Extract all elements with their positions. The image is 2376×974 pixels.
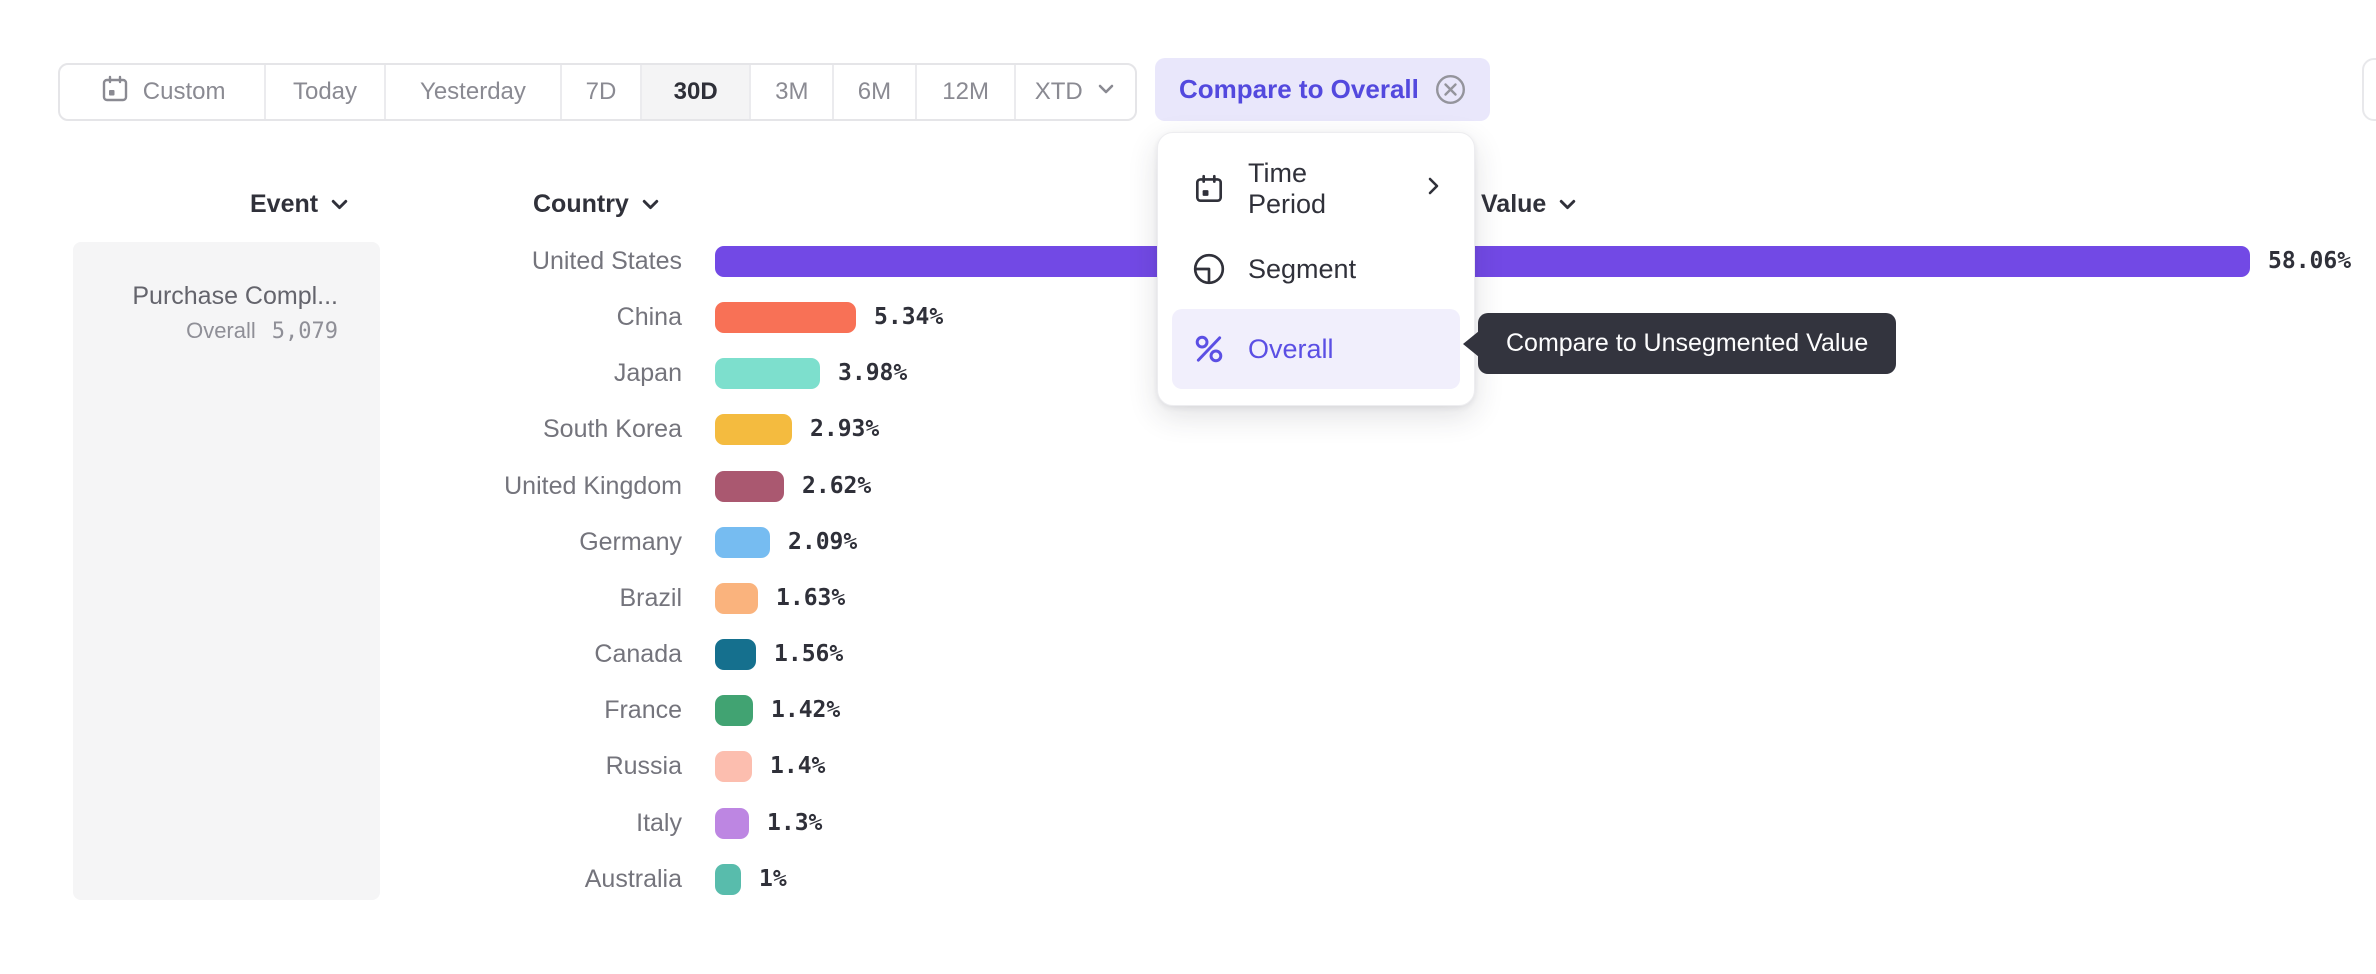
percent-icon [1192,332,1226,366]
bar-russia[interactable] [715,751,752,783]
country-label: United States [531,247,682,275]
country-label: Italy [636,808,682,837]
chart-row: France 1.42% [0,695,2376,727]
menu-item-label: Segment [1248,253,1357,284]
tooltip: Compare to Unsegmented Value [1478,313,1897,374]
menu-item-label: Time Period [1248,158,1327,219]
menu-item-overall[interactable]: Overall [1172,309,1460,389]
toolbar-range-button-yesterday[interactable]: Yesterday [386,65,563,119]
compare-dropdown-menu: Time Period Segment Overall [1157,132,1475,406]
column-header-event[interactable]: Event [250,190,351,219]
bar-australia[interactable] [715,863,741,895]
bar-value-label: 1.4% [770,753,826,780]
chart-row: Australia 1% [0,863,2376,895]
column-header-value[interactable]: Value [1481,190,1579,219]
toolbar-range-label: Custom [142,78,226,105]
bar-south-korea[interactable] [715,414,792,446]
bar-brazil[interactable] [715,582,758,614]
country-label: Germany [579,527,682,556]
toolbar-range-button-today[interactable]: Today [266,65,386,119]
chart-row: Germany 2.09% [0,526,2376,558]
chart-row: Japan 3.98% [0,358,2376,390]
toolbar-range-label: Today [292,78,358,105]
bar-value-label: 3.98% [838,360,908,387]
country-column-label: Country [533,190,629,218]
toolbar-range-label: 3M [775,78,809,105]
chart-row: Russia 1.4% [0,751,2376,783]
chevron-down-icon [1560,199,1576,210]
chart-row: Brazil 1.63% [0,582,2376,614]
bar-value-label: 5.34% [874,304,944,331]
bar-value-label: 1% [759,865,787,892]
toolbar-range-button-7d[interactable]: 7D [562,65,642,119]
toolbar-range-button-30d[interactable]: 30D [641,65,752,119]
toolbar-range-label: 6M [857,78,892,105]
bar-value-label: 1.3% [767,809,823,836]
overall-value: 5,079 [271,319,338,344]
chart-row: United States 58.06% [0,246,2376,277]
value-column-label: Value [1481,190,1547,218]
country-label: Australia [584,864,682,893]
chart-row: China 5.34% [0,302,2376,334]
toolbar-range-button-12m[interactable]: 12M [917,65,1017,119]
toolbar-range-button-6m[interactable]: 6M [834,65,917,119]
country-label: Brazil [619,583,682,612]
toolbar-range-button-xtd[interactable]: XTD [1016,65,1135,119]
toolbar-range-label: XTD [1034,78,1083,105]
calendar-icon [1192,172,1226,206]
bar-value-label: 2.62% [802,472,872,499]
toolbar-range-button-3m[interactable]: 3M [751,65,835,119]
chevron-down-icon [1095,78,1117,107]
country-label: France [604,696,682,725]
toolbar-range-label: 30D [673,78,718,105]
chart-row: United Kingdom 2.62% [0,470,2376,502]
event-card[interactable]: Purchase Compl... Overall 5,079 [73,242,380,900]
cutoff-button[interactable] [2362,58,2376,121]
country-label: Russia [605,752,682,781]
chevron-down-icon [642,199,659,210]
tooltip-text: Compare to Unsegmented Value [1506,329,1869,357]
country-label: Japan [613,359,682,388]
menu-item-time-period[interactable]: Time Period [1172,149,1460,229]
bar-value-label: 1.56% [774,641,844,668]
bar-china[interactable] [715,302,856,334]
bar-value-label: 2.93% [810,416,880,443]
overall-label: Overall [186,318,256,343]
chevron-right-icon [1420,173,1446,206]
toolbar-range-label: Yesterday [420,78,526,105]
bar-value-label: 1.63% [776,584,846,611]
bar-canada[interactable] [715,639,756,671]
date-range-toolbar: Custom Today Yesterday 7D 30D 3M 6M 12M [58,63,1137,121]
bar-germany[interactable] [715,526,770,558]
bar-france[interactable] [715,695,753,727]
bar-japan[interactable] [715,358,820,390]
chart-row: Italy 1.3% [0,807,2376,839]
country-label: United Kingdom [504,471,682,500]
bar-value-label: 2.09% [788,528,858,555]
bar-value-label: 58.06% [2268,248,2352,274]
calendar-icon [99,73,131,112]
country-label: Canada [594,640,682,669]
chevron-down-icon [331,199,348,210]
toolbar-range-label: 7D [585,78,617,105]
compare-chip-label: Compare to Overall [1179,74,1419,104]
toolbar-range-button-custom[interactable]: Custom [60,65,267,119]
toolbar-range-label: 12M [942,78,989,105]
segment-icon [1192,252,1226,286]
chart-row: Canada 1.56% [0,639,2376,671]
event-column-label: Event [250,190,319,218]
bar-united-states[interactable] [715,246,2250,277]
bar-value-label: 1.42% [771,697,841,724]
menu-item-segment[interactable]: Segment [1172,229,1460,309]
menu-item-label: Overall [1248,333,1334,364]
remove-compare-icon[interactable] [1435,74,1466,105]
chart-row: South Korea 2.93% [0,414,2376,446]
column-header-country[interactable]: Country [533,190,662,219]
country-label: South Korea [543,415,682,444]
bar-united-kingdom[interactable] [715,470,784,502]
country-label: China [616,303,682,332]
event-name: Purchase Compl... [132,282,338,310]
bar-italy[interactable] [715,807,749,839]
compare-to-overall-chip[interactable]: Compare to Overall [1155,58,1490,121]
